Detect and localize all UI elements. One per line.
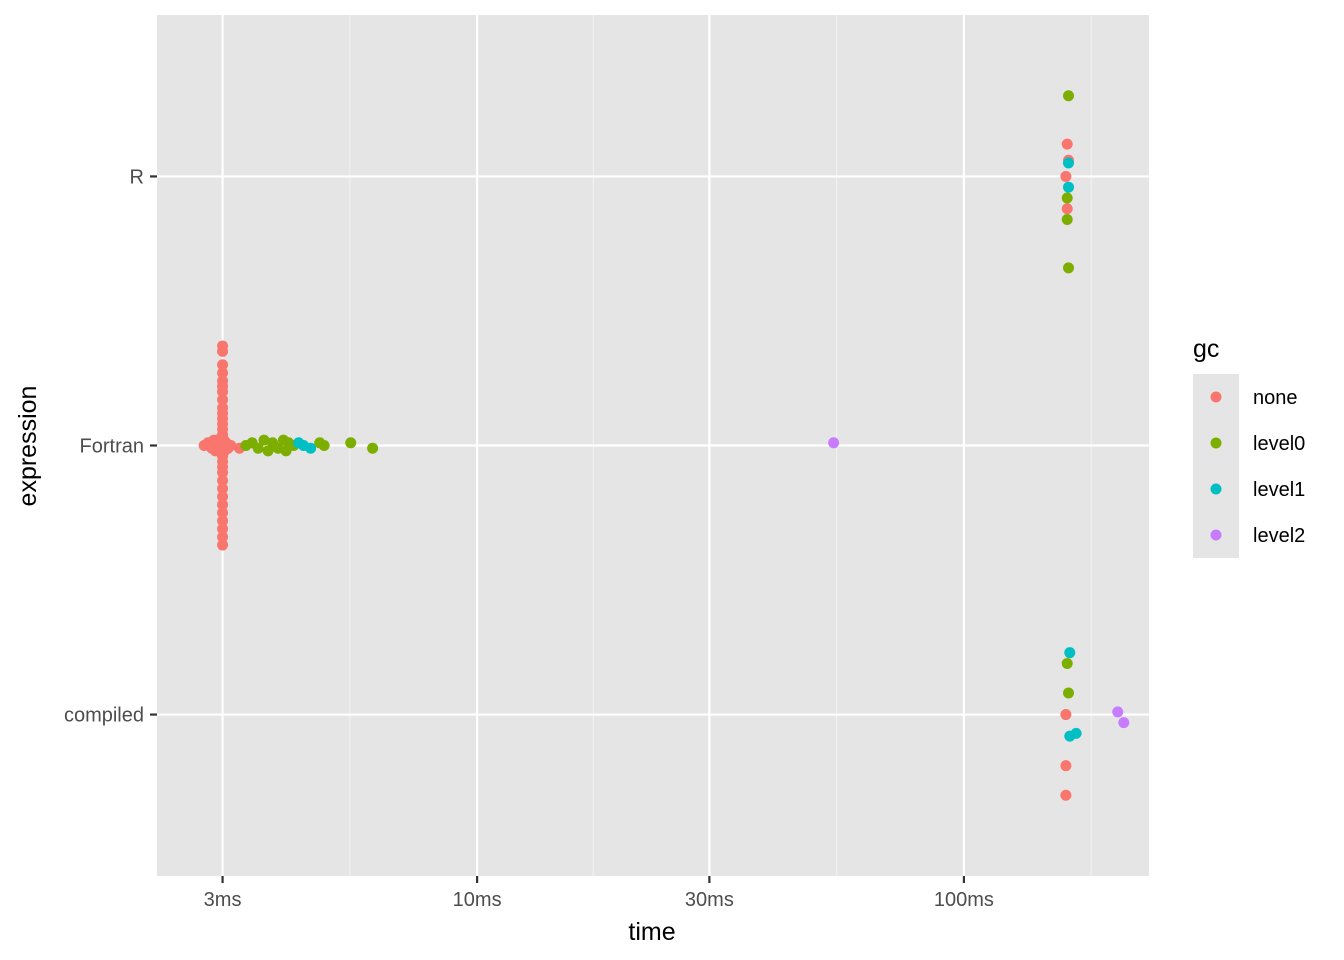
legend-title: gc (1193, 335, 1219, 363)
data-point-level0 (1063, 90, 1074, 102)
data-point-none (217, 359, 229, 371)
data-point-level1 (1063, 157, 1074, 169)
data-point-none (225, 440, 237, 451)
data-point-level1 (1070, 727, 1082, 739)
legend-key-level1 (1210, 483, 1222, 495)
legend: gc none level0 level1 level2 (1193, 335, 1305, 558)
data-point-none (1060, 789, 1072, 801)
data-point-level1 (1063, 181, 1074, 193)
y-tick-label: Fortran (80, 436, 144, 458)
data-point-level0 (1061, 213, 1073, 225)
data-point-level0 (1061, 657, 1073, 669)
data-point-level2 (828, 437, 840, 449)
x-tick-label: 30ms (685, 889, 734, 911)
data-point-none (217, 466, 229, 478)
data-point-none (1060, 760, 1072, 772)
x-tick-label: 10ms (453, 889, 502, 911)
data-point-none (217, 491, 229, 503)
x-tick-label: 3ms (204, 889, 242, 911)
data-point-level0 (345, 437, 357, 449)
data-point-none (217, 499, 229, 511)
data-point-level0 (1061, 192, 1073, 204)
data-point-none (217, 539, 229, 551)
y-tick-label: R (130, 166, 144, 188)
data-point-none (217, 474, 229, 486)
x-axis: 3ms 10ms 30ms 100ms (204, 876, 994, 911)
data-point-level1 (1064, 647, 1076, 659)
data-point-none (217, 523, 229, 535)
data-point-level0 (367, 442, 379, 454)
data-point-none (217, 507, 229, 519)
data-point-none (217, 483, 229, 495)
legend-key-level2 (1210, 529, 1222, 541)
legend-items: none level0 level1 level2 (1210, 387, 1305, 547)
legend-label-none: none (1253, 387, 1298, 409)
data-point-none (1060, 170, 1072, 182)
legend-label-level2: level2 (1253, 525, 1305, 547)
data-point-none (1060, 709, 1072, 721)
data-point-level2 (1112, 706, 1124, 718)
data-point-none (1061, 138, 1073, 150)
legend-key-level0 (1210, 437, 1222, 449)
data-point-level2 (1118, 717, 1130, 729)
y-tick-label: compiled (64, 705, 144, 727)
data-point-none (217, 394, 229, 406)
data-point-level0 (258, 434, 270, 446)
y-axis: compiled Fortran R (64, 166, 157, 727)
data-point-none (1061, 203, 1073, 215)
major-gridlines (157, 15, 1149, 876)
data-point-none (217, 515, 229, 527)
data-point-level0 (1063, 262, 1074, 274)
data-point-level0 (318, 440, 330, 451)
data-point-none (217, 367, 229, 379)
data-point-level0 (1063, 687, 1074, 699)
y-axis-title: expression (14, 386, 42, 507)
legend-key-none (1210, 391, 1222, 403)
legend-key-background (1193, 374, 1239, 558)
legend-label-level0: level0 (1253, 433, 1305, 455)
data-point-none (217, 386, 229, 398)
x-axis-title: time (628, 918, 675, 946)
data-point-none (217, 345, 229, 357)
data-point-level0 (262, 445, 274, 457)
legend-label-level1: level1 (1253, 479, 1305, 501)
x-tick-label: 100ms (934, 889, 994, 911)
data-point-level1 (305, 442, 317, 454)
data-points (198, 90, 1130, 801)
data-point-level0 (252, 442, 264, 454)
data-point-none (217, 531, 229, 543)
